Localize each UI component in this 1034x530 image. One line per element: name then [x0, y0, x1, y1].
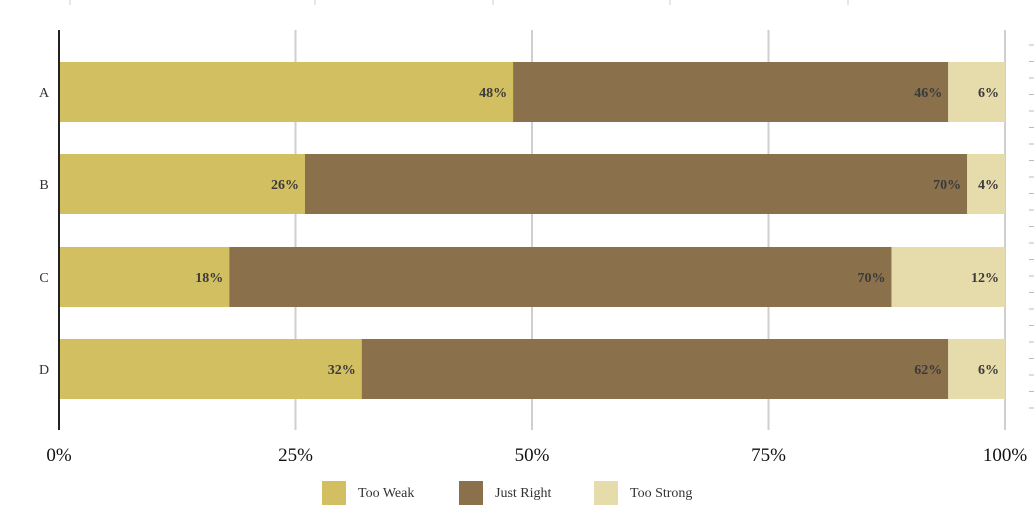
- x-tick-label-50: 50%: [515, 445, 550, 466]
- legend-swatch-just-right: [459, 481, 483, 505]
- bar-C-too-weak: [59, 247, 230, 307]
- x-tick-label-0: 0%: [46, 445, 72, 466]
- bar-B-too-strong: [967, 154, 1005, 214]
- data-label-C-just-right: 70%: [857, 271, 885, 286]
- data-label-D-just-right: 62%: [914, 363, 942, 378]
- data-label-A-just-right: 46%: [914, 86, 942, 101]
- legend-label-just-right: Just Right: [495, 486, 552, 501]
- data-label-B-too-strong: 4%: [978, 178, 999, 193]
- legend-swatch-too-weak: [322, 481, 346, 505]
- category-label-D: D: [39, 363, 49, 378]
- legend-label-too-weak: Too Weak: [358, 486, 414, 501]
- category-label-B: B: [39, 178, 48, 193]
- bar-D-just-right: [361, 339, 949, 399]
- data-label-B-just-right: 70%: [933, 178, 961, 193]
- bar-C-too-strong: [891, 247, 1005, 307]
- data-label-D-too-strong: 6%: [978, 363, 999, 378]
- data-label-C-too-strong: 12%: [971, 271, 999, 286]
- data-label-D-too-weak: 32%: [328, 363, 356, 378]
- bar-A-just-right: [513, 62, 949, 122]
- legend-label-too-strong: Too Strong: [630, 486, 692, 501]
- bar-D-too-weak: [59, 339, 362, 399]
- x-tick-label-25: 25%: [278, 445, 313, 466]
- bar-C-just-right: [229, 247, 892, 307]
- category-label-C: C: [39, 271, 48, 286]
- x-tick-label-75: 75%: [751, 445, 786, 466]
- category-label-A: A: [39, 86, 50, 101]
- bar-B-just-right: [304, 154, 968, 214]
- data-label-B-too-weak: 26%: [271, 178, 299, 193]
- data-label-A-too-strong: 6%: [978, 86, 999, 101]
- bar-B-too-weak: [59, 154, 305, 214]
- bar-D-too-strong: [948, 339, 1005, 399]
- bar-A-too-strong: [948, 62, 1005, 122]
- legend-swatch-too-strong: [594, 481, 618, 505]
- data-label-A-too-weak: 48%: [479, 86, 507, 101]
- bar-A-too-weak: [59, 62, 514, 122]
- x-tick-label-100: 100%: [983, 445, 1028, 466]
- data-label-C-too-weak: 18%: [195, 271, 223, 286]
